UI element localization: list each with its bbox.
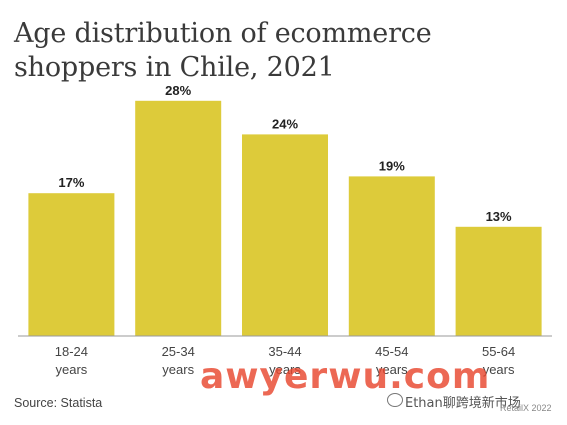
watermark-wechat: Ethan聊跨境新市场	[405, 396, 521, 411]
labels-layer: 17% 18-24 years 28% 25-34 years 24% 35-44 years 1…	[55, 83, 515, 377]
bar-0	[28, 193, 115, 336]
value-label-2: 24%	[272, 116, 298, 131]
category-label-2-line-1: years	[269, 362, 301, 377]
bar-1	[135, 100, 222, 336]
value-label-1: 28%	[165, 83, 191, 98]
wechat-icon	[387, 393, 403, 407]
category-label-4-line-0: 55-64	[482, 344, 515, 359]
category-label-4-line-1: years	[483, 362, 515, 377]
category-label-0-line-1: years	[56, 362, 88, 377]
bar-3	[348, 176, 435, 336]
source-note: Source: Statista	[14, 396, 103, 410]
category-label-3-line-0: 45-54	[375, 344, 408, 359]
bar-4	[455, 226, 542, 336]
category-label-0-line-0: 18-24	[55, 344, 88, 359]
category-label-2-line-0: 35-44	[268, 344, 301, 359]
watermark-retailx: RetailX 2022	[500, 403, 552, 413]
bars-layer	[28, 100, 542, 336]
bar-2	[242, 134, 328, 336]
watermark-site: awyerwu.com	[200, 356, 491, 397]
value-label-3: 19%	[379, 158, 405, 173]
value-label-4: 13%	[486, 209, 512, 224]
value-label-0: 17%	[58, 175, 84, 190]
category-label-1-line-1: years	[162, 362, 194, 377]
chart-title: Age distribution of ecommerce shoppers i…	[14, 18, 432, 83]
category-label-1-line-0: 25-34	[162, 344, 195, 359]
category-label-3-line-1: years	[376, 362, 408, 377]
